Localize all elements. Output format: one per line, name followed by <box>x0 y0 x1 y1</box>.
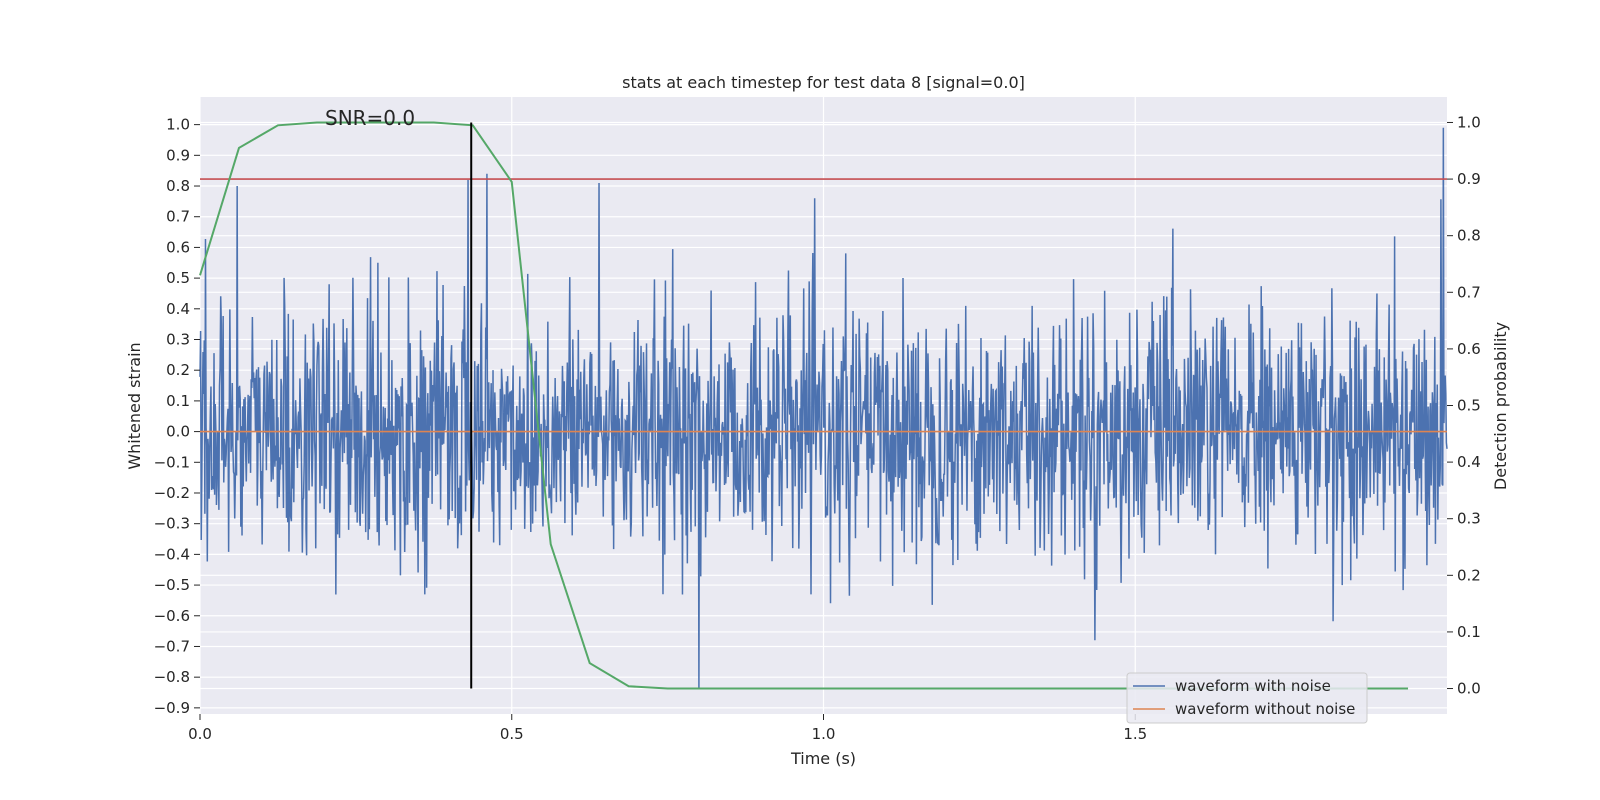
y-tick-label-left: −0.1 <box>154 453 190 471</box>
chart-title: stats at each timestep for test data 8 [… <box>622 73 1025 92</box>
y-tick-label-left: 0.2 <box>166 361 190 379</box>
y-tick-label-left: −0.7 <box>154 637 190 655</box>
legend-box <box>1126 672 1368 724</box>
y-tick-label-left: −0.3 <box>154 515 190 533</box>
x-axis-label: Time (s) <box>790 749 856 768</box>
y-tick-label-left: −0.2 <box>154 484 190 502</box>
y-tick-label-right: 0.9 <box>1457 170 1481 188</box>
y-tick-label-right: 0.8 <box>1457 227 1481 245</box>
y-tick-label-right: 0.7 <box>1457 283 1481 301</box>
x-tick-label: 1.0 <box>812 725 836 743</box>
x-tick-label: 0.5 <box>500 725 524 743</box>
y-tick-label-left: −0.5 <box>154 576 190 594</box>
y-tick-label-left: 0.5 <box>166 269 190 287</box>
legend: waveform with noise waveform without noi… <box>1126 672 1368 724</box>
y-tick-label-right: 0.4 <box>1457 453 1481 471</box>
y-tick-label-right: 0.6 <box>1457 340 1481 358</box>
plot-area <box>199 121 1448 690</box>
y-tick-label-left: 0.3 <box>166 331 190 349</box>
y-tick-label-right: 1.0 <box>1457 113 1481 131</box>
x-tick-label: 1.5 <box>1123 725 1147 743</box>
y-tick-label-right: 0.2 <box>1457 566 1481 584</box>
legend-label-with-noise: waveform with noise <box>1175 677 1331 695</box>
y-tick-label-left: −0.6 <box>154 607 190 625</box>
y-tick-label-left: −0.8 <box>154 668 190 686</box>
y-tick-label-left: 0.0 <box>166 423 190 441</box>
y-tick-label-left: −0.9 <box>154 699 190 717</box>
y-axis-label-left: Whitened strain <box>125 342 144 469</box>
y-tick-label-right: 0.5 <box>1457 397 1481 415</box>
y-tick-label-left: 0.7 <box>166 208 190 226</box>
legend-label-without-noise: waveform without noise <box>1175 700 1355 718</box>
y-tick-label-right: 0.0 <box>1457 680 1481 698</box>
y-tick-label-left: 0.6 <box>166 238 190 256</box>
y-tick-label-left: 0.9 <box>166 146 190 164</box>
y-tick-label-left: 0.4 <box>166 300 190 318</box>
y-tick-label-left: 0.8 <box>166 177 190 195</box>
y-tick-label-left: −0.4 <box>154 545 190 563</box>
y-tick-label-right: 0.3 <box>1457 510 1481 528</box>
y-tick-label-left: 0.1 <box>166 392 190 410</box>
y-tick-label-left: 1.0 <box>166 116 190 134</box>
x-tick-label: 0.0 <box>188 725 212 743</box>
axes: 0.0 0.5 1.0 1.5 1.0 0.9 0.8 0.7 0.6 0.5 0.4 0.3 0.2 0… <box>154 113 1481 743</box>
y-tick-label-right: 0.1 <box>1457 623 1481 641</box>
snr-annotation: SNR=0.0 <box>325 106 415 130</box>
y-axis-label-right: Detection probability <box>1491 322 1510 490</box>
series-waveform-with-noise <box>199 127 1448 690</box>
